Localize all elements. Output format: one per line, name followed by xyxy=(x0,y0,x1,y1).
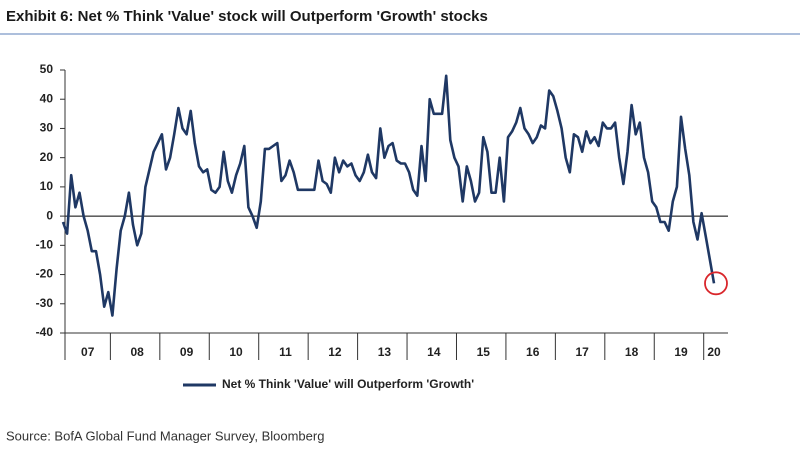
x-tick-label: 15 xyxy=(477,345,491,359)
highlight-circle xyxy=(704,271,728,296)
x-tick-label: 16 xyxy=(526,345,540,359)
y-tick-label: -30 xyxy=(36,296,54,310)
series-line xyxy=(61,74,716,317)
x-tick-label: 12 xyxy=(328,345,342,359)
y-tick-label: 40 xyxy=(40,91,54,105)
y-tick-label: 50 xyxy=(40,62,54,76)
x-tick-label: 10 xyxy=(229,345,243,359)
chart-title: Exhibit 6: Net % Think 'Value' stock wil… xyxy=(6,8,488,25)
x-tick-label: 07 xyxy=(81,345,95,359)
x-tick-label: 20 xyxy=(707,345,721,359)
x-tick-label: 17 xyxy=(575,345,589,359)
x-tick-label: 18 xyxy=(625,345,639,359)
legend-label: Net % Think 'Value' will Outperform 'Gro… xyxy=(222,377,474,391)
x-tick-label: 13 xyxy=(378,345,392,359)
x-tick-label: 19 xyxy=(674,345,688,359)
x-tick-label: 09 xyxy=(180,345,194,359)
x-tick-label: 14 xyxy=(427,345,441,359)
y-tick-label: -10 xyxy=(36,238,54,252)
y-tick-label: -40 xyxy=(36,325,54,339)
y-tick-label: 30 xyxy=(40,121,54,135)
x-tick-label: 11 xyxy=(279,345,292,359)
y-tick-label: 10 xyxy=(40,179,54,193)
x-tick-label: 08 xyxy=(130,345,144,359)
y-tick-label: 20 xyxy=(40,150,54,164)
y-tick-label: -20 xyxy=(36,267,54,281)
y-tick-label: 0 xyxy=(46,208,53,222)
source: Source: BofA Global Fund Manager Survey,… xyxy=(6,428,324,443)
